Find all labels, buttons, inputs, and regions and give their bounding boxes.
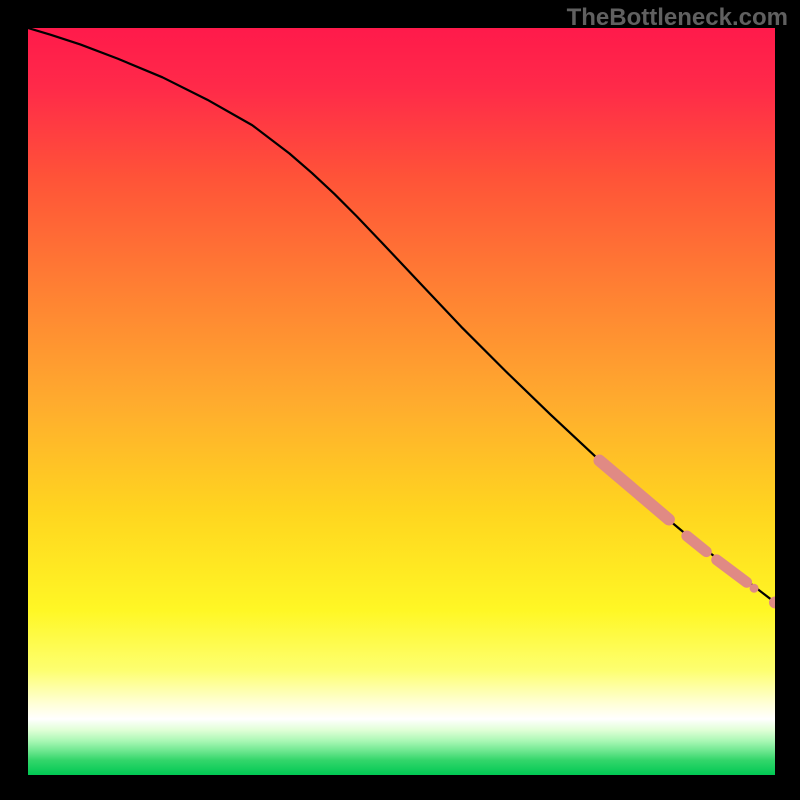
- marker-segment-0: [599, 461, 668, 520]
- chart-overlay-svg: [28, 28, 775, 775]
- plot-area: [28, 28, 775, 775]
- watermark-text: TheBottleneck.com: [567, 4, 788, 32]
- marker-segment-1: [687, 536, 706, 552]
- marker-dot-3: [750, 584, 759, 593]
- marker-segment-2: [717, 560, 747, 582]
- chart-stage: TheBottleneck.com: [0, 0, 800, 800]
